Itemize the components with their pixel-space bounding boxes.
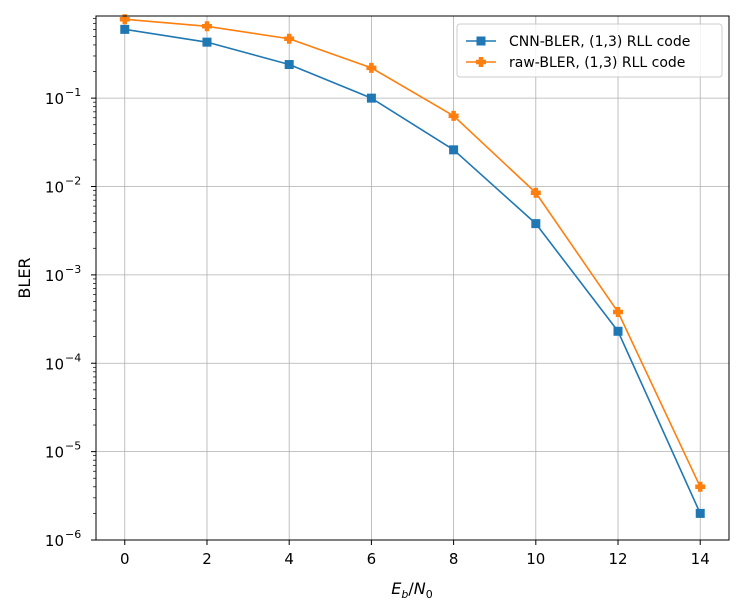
- plot-background: [96, 16, 729, 540]
- data-point: [613, 326, 623, 336]
- y-tick-label-exponent: −4: [65, 351, 81, 364]
- y-tick-label-exponent: −6: [65, 528, 81, 541]
- y-tick-label: 10: [45, 355, 64, 373]
- x-axis-label-e: E: [391, 579, 402, 598]
- x-tick-label: 4: [284, 550, 294, 568]
- y-tick-label-exponent: −1: [65, 86, 81, 99]
- x-tick-label: 8: [449, 550, 459, 568]
- data-point: [284, 33, 295, 44]
- data-point: [366, 62, 377, 73]
- y-tick-label: 10: [45, 179, 64, 197]
- data-point: [120, 24, 130, 34]
- x-tick-label: 2: [202, 550, 212, 568]
- series-layer: [119, 14, 706, 518]
- data-point: [695, 508, 705, 518]
- y-tick-label: 10: [45, 444, 64, 462]
- legend-label: CNN-BLER, (1,3) RLL code: [509, 34, 690, 50]
- x-axis-label-slash: /: [408, 579, 414, 598]
- data-point: [530, 187, 541, 198]
- data-point: [448, 110, 459, 121]
- legend-box: [456, 23, 723, 78]
- y-axis-label: BLER: [15, 257, 34, 298]
- data-point: [366, 93, 376, 103]
- series-line: [124, 18, 701, 488]
- data-point: [531, 219, 541, 229]
- data-point: [284, 60, 294, 70]
- y-axis: 10−110−210−310−410−510−6: [45, 17, 96, 550]
- series-line: [124, 28, 701, 514]
- legend-label: raw-BLER, (1,3) RLL code: [509, 55, 685, 71]
- series-2: [119, 14, 706, 492]
- data-point: [476, 36, 486, 46]
- x-tick-label: 10: [526, 550, 545, 568]
- x-tick-label: 14: [691, 550, 710, 568]
- data-point: [695, 481, 706, 492]
- y-tick-label: 10: [45, 532, 64, 550]
- x-tick-label: 6: [367, 550, 377, 568]
- series-1: [120, 24, 705, 518]
- x-axis-label-n: N: [414, 579, 426, 598]
- x-axis: 0 2 4 6 8 10 12 14: [120, 540, 710, 568]
- y-tick-label: 10: [45, 90, 64, 108]
- plot-frame: [95, 15, 730, 541]
- x-axis-label: Eb/N0: [391, 579, 432, 601]
- x-tick-label: 0: [120, 550, 130, 568]
- x-axis-label-0: 0: [426, 588, 433, 601]
- y-tick-label-exponent: −2: [65, 175, 81, 188]
- data-point: [613, 307, 624, 318]
- legend: CNN-BLER, (1,3) RLL code raw-BLER, (1,3) …: [456, 23, 723, 78]
- data-point: [119, 14, 130, 25]
- data-point: [449, 145, 459, 155]
- data-point: [201, 21, 212, 32]
- legend-items: CNN-BLER, (1,3) RLL code raw-BLER, (1,3) …: [466, 34, 690, 71]
- x-axis-label-b: b: [401, 588, 408, 601]
- legend-item-1: CNN-BLER, (1,3) RLL code: [466, 34, 690, 50]
- data-point: [202, 37, 212, 47]
- legend-item-2: raw-BLER, (1,3) RLL code: [466, 55, 685, 71]
- data-point: [476, 57, 486, 67]
- y-tick-label-exponent: −5: [65, 440, 81, 453]
- y-tick-label-exponent: −3: [65, 263, 81, 276]
- x-tick-label: 12: [608, 550, 627, 568]
- y-tick-label: 10: [45, 267, 64, 285]
